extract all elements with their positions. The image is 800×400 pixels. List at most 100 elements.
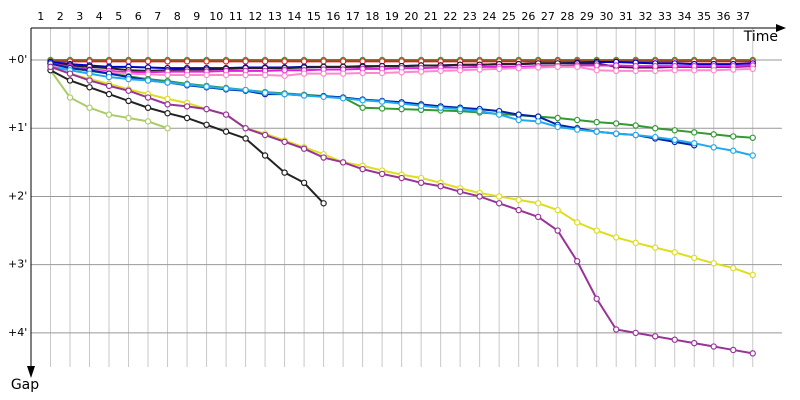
point <box>534 118 542 125</box>
point <box>730 147 737 154</box>
point <box>164 101 171 108</box>
x-tick-label: 33 <box>658 10 672 23</box>
point <box>86 104 93 111</box>
y-tick-label: +1' <box>8 121 27 134</box>
point <box>691 254 698 262</box>
point <box>183 81 191 88</box>
y-axis-arrow <box>27 366 35 378</box>
point <box>515 206 522 214</box>
x-tick-label: 10 <box>209 10 223 23</box>
x-tick-label: 21 <box>424 10 438 23</box>
point <box>261 131 269 139</box>
point <box>320 58 327 65</box>
y-tick-label: +4' <box>8 326 27 339</box>
x-tick-label: 14 <box>287 10 301 23</box>
point <box>573 63 581 71</box>
point <box>437 183 444 190</box>
point <box>203 105 210 113</box>
point <box>476 66 483 73</box>
point <box>593 67 600 74</box>
point <box>476 193 483 200</box>
point <box>281 90 288 98</box>
point <box>164 125 171 132</box>
point <box>144 77 152 84</box>
point <box>242 135 249 142</box>
point <box>515 64 522 72</box>
point <box>105 73 113 81</box>
point <box>359 69 366 77</box>
point <box>573 258 581 265</box>
point <box>554 227 561 234</box>
x-axis-arrow <box>776 24 786 32</box>
point <box>164 58 171 65</box>
point <box>515 196 522 204</box>
x-tick-label: 15 <box>307 10 321 23</box>
point <box>710 67 717 74</box>
x-tick-label: 32 <box>638 10 652 23</box>
point <box>495 193 503 200</box>
point <box>632 329 639 337</box>
point <box>125 97 132 105</box>
point <box>456 67 464 74</box>
x-tick-label: 27 <box>541 10 555 23</box>
point <box>86 70 93 77</box>
point <box>632 122 639 129</box>
point <box>398 100 405 107</box>
point <box>710 144 717 151</box>
point <box>86 84 93 91</box>
point <box>554 63 561 71</box>
point <box>632 131 639 139</box>
point <box>105 58 113 65</box>
point <box>339 70 347 77</box>
series-8 <box>47 63 756 159</box>
x-axis-label: Time <box>743 29 778 45</box>
x-tick-label: 12 <box>248 10 262 23</box>
point <box>164 95 171 103</box>
point <box>417 102 425 109</box>
point <box>456 105 464 113</box>
point <box>573 219 581 226</box>
point <box>320 200 327 207</box>
point <box>300 70 308 77</box>
point <box>47 63 54 71</box>
point <box>652 133 659 141</box>
point <box>261 58 269 65</box>
point <box>203 121 210 129</box>
series-12 <box>47 63 756 357</box>
point <box>671 127 678 134</box>
point <box>222 128 230 135</box>
y-tick-label: +0' <box>8 53 27 66</box>
point <box>105 90 113 98</box>
point <box>359 165 366 173</box>
point <box>652 333 659 340</box>
point <box>612 234 620 241</box>
point <box>339 58 347 65</box>
point <box>398 174 405 182</box>
point <box>242 125 249 132</box>
point <box>339 95 347 102</box>
point <box>632 239 639 247</box>
point <box>378 69 386 77</box>
x-tick-label: 25 <box>502 10 516 23</box>
point <box>495 65 503 73</box>
x-tick-label: 8 <box>174 10 181 23</box>
point <box>144 104 152 111</box>
point <box>730 346 737 354</box>
point <box>164 110 171 117</box>
x-tick-label: 7 <box>154 10 161 23</box>
point <box>222 85 230 92</box>
point <box>144 118 152 125</box>
point <box>281 67 288 74</box>
point <box>300 92 308 99</box>
point <box>320 93 327 101</box>
point <box>417 179 425 186</box>
point <box>593 227 600 234</box>
point <box>203 58 210 65</box>
point <box>66 94 74 101</box>
point <box>554 114 561 122</box>
point <box>359 97 366 104</box>
point <box>749 152 756 159</box>
series <box>47 56 756 357</box>
x-tick-label: 31 <box>619 10 633 23</box>
series-11 <box>47 63 756 279</box>
